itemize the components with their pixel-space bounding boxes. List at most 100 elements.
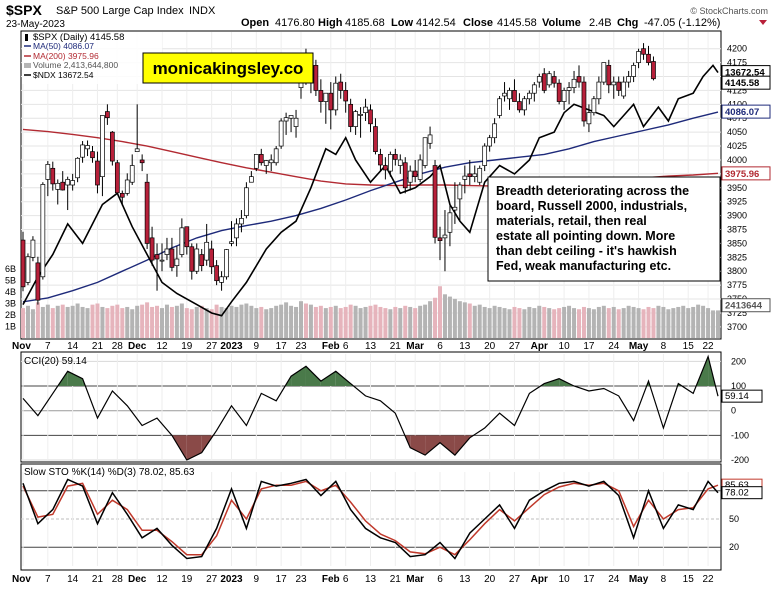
volume-label: Volume (542, 17, 581, 29)
volume-bar (120, 308, 125, 338)
cci-title: CCI(20) 59.14 (24, 356, 87, 367)
price-legend: $SPX (Daily) 4145.58 MA(50) 4086.07 MA(2… (22, 32, 162, 84)
candle (278, 118, 284, 149)
volume-bar (457, 301, 462, 338)
candle (407, 165, 413, 191)
candle (234, 218, 239, 247)
candle (581, 76, 587, 127)
volume-bar (21, 308, 25, 338)
candle (50, 161, 56, 191)
right-value-text: 2413644 (725, 301, 763, 312)
candle-body (507, 90, 512, 100)
volume-bar (338, 308, 343, 338)
candle-body (581, 81, 587, 122)
volume-bar (90, 304, 95, 338)
volume-bar (577, 309, 581, 338)
candle (397, 154, 403, 174)
candle-body (65, 179, 71, 186)
volume-icon (24, 63, 31, 68)
volume-bar (60, 304, 65, 338)
candle (531, 82, 537, 102)
x-axis-label: 14 (67, 341, 79, 352)
volume-bar (348, 304, 353, 338)
volume-bar (204, 308, 209, 338)
candle-body (124, 179, 130, 194)
annotation-line: Breadth deteriorating across the (496, 184, 689, 198)
volume-bar (393, 306, 398, 338)
candle (507, 87, 512, 110)
volume-bar (249, 305, 254, 338)
x-axis-label: 13 (365, 341, 377, 352)
x-axis-label: 17 (583, 574, 595, 585)
candle-body (139, 159, 145, 164)
candle (25, 253, 31, 286)
volume-bar (581, 306, 586, 338)
x-axis-label: 9 (254, 574, 260, 585)
candle (95, 151, 100, 194)
volume-bar (696, 304, 701, 338)
candle (467, 159, 473, 185)
volume-bar (661, 306, 666, 338)
candle (452, 182, 458, 224)
candle (318, 79, 324, 113)
volume-bar (219, 306, 224, 338)
volume-bar (418, 305, 423, 338)
price-tick-label: 3875 (727, 225, 747, 235)
annotation-line: Fed, weak manufacturing etc. (496, 259, 671, 273)
volume-bar (651, 308, 656, 338)
candle (422, 137, 428, 169)
volume-bar (606, 308, 611, 338)
candle (293, 109, 299, 138)
candle-body (591, 98, 597, 114)
volume-bar (616, 309, 621, 338)
volume-bar (184, 308, 189, 338)
x-axis-label: 27 (206, 574, 218, 585)
volume-bar (462, 302, 467, 338)
candle-body (268, 159, 274, 164)
watermark-text: monicakingsley.co (153, 59, 304, 78)
candle (383, 157, 388, 180)
volume-bar (70, 305, 75, 338)
x-axis-label: Apr (531, 574, 548, 585)
x-axis-label: 12 (156, 341, 168, 352)
ma50-line (22, 111, 719, 303)
candle-body (30, 239, 36, 258)
candle-body (174, 258, 180, 267)
volume-bar (646, 306, 651, 338)
candle-body (219, 276, 224, 283)
x-axis-label: 24 (608, 341, 620, 352)
candle (119, 190, 125, 206)
volume-bar (85, 308, 90, 338)
candle (45, 161, 51, 197)
candle (169, 237, 175, 272)
candle-body (25, 256, 31, 283)
candle-body (412, 170, 418, 178)
volume-bar (423, 304, 428, 338)
candle-body (636, 51, 641, 63)
candle-body (114, 162, 120, 194)
candle (249, 171, 254, 183)
volume-bar (686, 308, 691, 338)
x-axis-label: 6 (343, 341, 349, 352)
candle (40, 182, 46, 280)
volume-bar (244, 303, 249, 338)
x-axis-label: 7 (45, 574, 51, 585)
annotation-line: than debt ceiling - it's hawkish (496, 244, 677, 258)
cci-last-value: 59.14 (721, 389, 763, 403)
candle-body (333, 82, 339, 111)
candle-body (110, 131, 115, 162)
candle (214, 260, 219, 286)
volume-bar (666, 309, 671, 338)
volume-bar (95, 303, 100, 338)
x-axis-label: 13 (459, 574, 471, 585)
candle-body (497, 98, 502, 116)
volume-bar (517, 308, 522, 338)
sto-gridlines (21, 472, 721, 566)
candle (65, 176, 71, 211)
x-axis-label: 10 (559, 341, 571, 352)
candle (631, 62, 636, 83)
volume-value: 2.4B (589, 17, 612, 29)
volume-bar (368, 305, 373, 338)
candle-body (278, 120, 284, 147)
